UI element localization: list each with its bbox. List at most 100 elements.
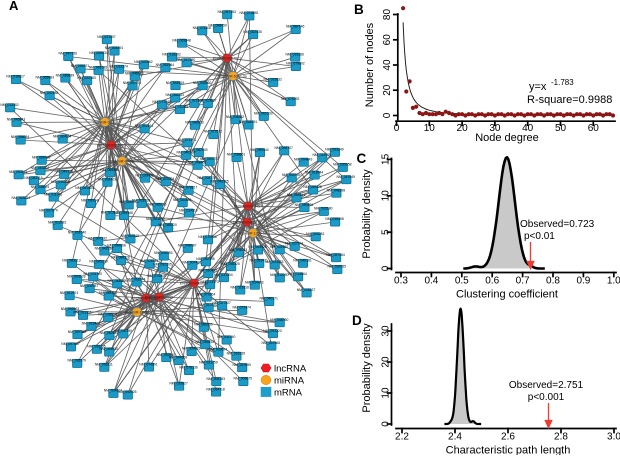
svg-text:NM_053772: NM_053772 (200, 157, 219, 161)
svg-text:NM_075700: NM_075700 (83, 272, 102, 276)
svg-text:NM_051040: NM_051040 (68, 231, 87, 235)
svg-text:Characteristic path length: Characteristic path length (446, 445, 571, 456)
svg-text:NM_048325: NM_048325 (221, 262, 240, 266)
svg-text:NM_031340: NM_031340 (217, 335, 236, 339)
svg-text:R-square=0.9988: R-square=0.9988 (527, 94, 612, 106)
svg-text:NM_029492: NM_029492 (135, 173, 154, 177)
svg-text:NM_051535: NM_051535 (227, 351, 246, 355)
svg-text:NM_015498: NM_015498 (325, 217, 344, 221)
svg-text:NM_031007: NM_031007 (97, 35, 116, 39)
svg-text:NM_072474: NM_072474 (232, 306, 251, 310)
svg-text:p<0.001: p<0.001 (528, 392, 565, 403)
svg-text:NM_031759: NM_031759 (199, 360, 218, 364)
svg-text:NM_043219: NM_043219 (121, 234, 140, 238)
svg-text:0.5: 0.5 (455, 276, 469, 287)
svg-text:NM_095971: NM_095971 (71, 64, 90, 68)
svg-text:NM_003675: NM_003675 (234, 377, 253, 381)
svg-text:NM_022016: NM_022016 (230, 285, 249, 289)
svg-text:15: 15 (381, 153, 392, 165)
svg-text:NM_076136: NM_076136 (179, 366, 198, 370)
svg-text:NM_013111: NM_013111 (101, 211, 119, 215)
svg-text:NM_070164: NM_070164 (197, 292, 216, 296)
svg-text:NM_069428: NM_069428 (32, 156, 51, 160)
svg-text:NM_027307: NM_027307 (212, 301, 231, 305)
svg-text:NM_090759: NM_090759 (282, 173, 301, 177)
svg-text:NM_097382: NM_097382 (68, 330, 87, 334)
svg-text:NM_082049: NM_082049 (189, 148, 208, 152)
svg-text:NM_035127: NM_035127 (297, 288, 316, 292)
svg-text:NM_076292: NM_076292 (281, 97, 300, 101)
svg-text:Probability density: Probability density (361, 169, 373, 259)
svg-text:NM_004843: NM_004843 (294, 157, 313, 161)
svg-text:20: 20 (381, 356, 392, 368)
svg-text:NM_063890: NM_063890 (146, 217, 165, 221)
svg-text:NM_021166: NM_021166 (185, 99, 203, 103)
svg-text:0: 0 (394, 123, 400, 134)
svg-text:mRNA: mRNA (274, 388, 303, 399)
svg-text:hsa-miR-17-5p: hsa-miR-17-5p (125, 310, 149, 314)
svg-text:NM_061684: NM_061684 (75, 186, 94, 190)
svg-text:NM_042312: NM_042312 (95, 246, 114, 250)
svg-text:NM_011351: NM_011351 (170, 105, 188, 109)
svg-text:NM_046950: NM_046950 (270, 318, 289, 322)
svg-text:0.4: 0.4 (424, 276, 438, 287)
svg-text:NM_089444: NM_089444 (250, 148, 269, 152)
svg-text:NM_042188: NM_042188 (40, 91, 59, 95)
svg-text:10: 10 (381, 387, 392, 399)
svg-text:NM_056054: NM_056054 (11, 135, 30, 139)
svg-text:ENSG000002605: ENSG000002605 (145, 295, 173, 299)
svg-text:NM_049181: NM_049181 (293, 259, 312, 263)
svg-text:NM_051564: NM_051564 (156, 63, 175, 67)
svg-text:NM_088020: NM_088020 (158, 223, 177, 227)
svg-text:NM_038024: NM_038024 (31, 185, 50, 189)
svg-text:NM_047075: NM_047075 (123, 81, 142, 85)
svg-text:NM_059428: NM_059428 (303, 185, 322, 189)
svg-text:NM_045843: NM_045843 (7, 118, 26, 122)
svg-text:NM_055958: NM_055958 (333, 163, 352, 167)
svg-text:NM_065983: NM_065983 (36, 76, 55, 80)
svg-text:10: 10 (424, 123, 436, 134)
svg-text:NM_035827: NM_035827 (169, 381, 188, 385)
svg-text:NM_031304: NM_031304 (214, 273, 233, 277)
svg-text:NM_007132: NM_007132 (88, 237, 107, 241)
svg-text:NM_023465: NM_023465 (82, 322, 101, 326)
svg-text:60: 60 (382, 34, 393, 46)
svg-text:0: 0 (382, 112, 393, 118)
svg-text:NM_055034: NM_055034 (89, 51, 108, 55)
svg-text:NM_074891: NM_074891 (139, 362, 158, 366)
svg-text:NM_031403: NM_031403 (98, 178, 117, 182)
svg-text:NM_043360: NM_043360 (193, 81, 212, 85)
svg-text:NM_061085: NM_061085 (89, 66, 108, 70)
svg-text:y=x: y=x (529, 81, 547, 93)
svg-text:ENSG000002586: ENSG000002586 (97, 143, 125, 147)
svg-text:NM_004491: NM_004491 (105, 46, 124, 50)
svg-text:NM_002435: NM_002435 (243, 30, 262, 34)
svg-text:NM_066111: NM_066111 (95, 363, 113, 367)
svg-text:NM_014510: NM_014510 (179, 208, 198, 212)
svg-text:NM_004291: NM_004291 (239, 120, 258, 124)
svg-text:NM_091223: NM_091223 (263, 329, 282, 333)
svg-text:Observed=2.751: Observed=2.751 (509, 380, 584, 391)
svg-text:NM_086328: NM_086328 (111, 256, 130, 260)
svg-text:NM_057084: NM_057084 (326, 253, 345, 257)
svg-text:NM_019266: NM_019266 (285, 52, 304, 56)
svg-text:NM_065848: NM_065848 (172, 38, 191, 42)
svg-text:NM_093121: NM_093121 (9, 170, 28, 174)
svg-text:ENSG000009457: ENSG000009457 (234, 204, 262, 208)
svg-text:-1.783: -1.783 (551, 78, 574, 87)
svg-text:30: 30 (381, 325, 392, 337)
svg-text:NM_023354: NM_023354 (156, 177, 175, 181)
svg-text:lncRNA: lncRNA (274, 364, 307, 375)
svg-text:NM_009141: NM_009141 (81, 199, 100, 203)
svg-text:NM_042325: NM_042325 (210, 180, 229, 184)
svg-text:NM_078817: NM_078817 (179, 186, 198, 190)
svg-text:0.6: 0.6 (485, 276, 499, 287)
svg-text:NM_033180: NM_033180 (314, 207, 333, 211)
svg-text:NM_045627: NM_045627 (107, 279, 126, 283)
svg-text:10: 10 (381, 190, 392, 202)
svg-text:miRNA: miRNA (274, 376, 305, 387)
svg-text:C: C (357, 151, 367, 166)
svg-text:NM_083115: NM_083115 (24, 176, 42, 180)
svg-text:80: 80 (382, 9, 393, 21)
svg-text:NM_033694: NM_033694 (209, 347, 228, 351)
